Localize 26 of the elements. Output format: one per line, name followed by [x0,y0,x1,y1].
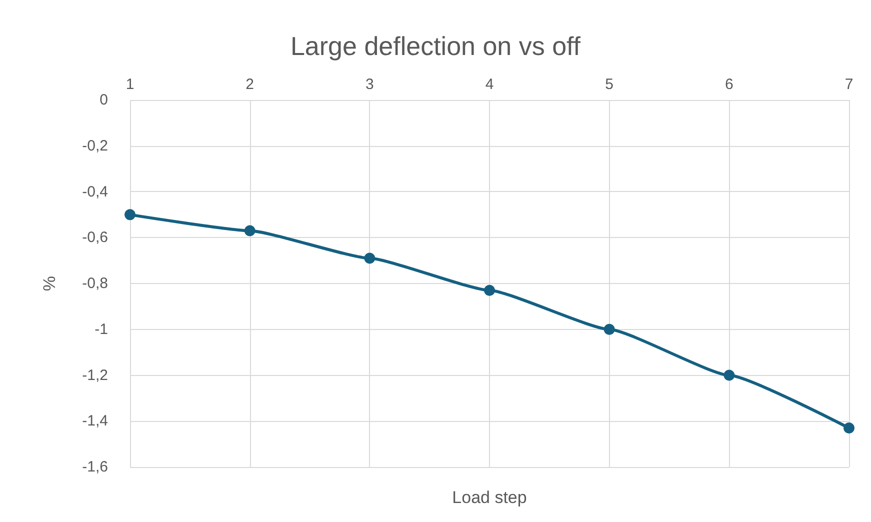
y-tick-label: -0,2 [82,137,108,154]
x-tick-label: 7 [844,76,854,93]
point [844,422,854,434]
y-tick-label: 0 [100,92,108,108]
point [244,225,256,236]
y-tick-label: -1 [94,320,108,338]
point [364,252,376,264]
point [484,284,495,296]
x-axis-title: Load step [452,488,527,507]
y-axis-title: % [40,276,59,292]
point [124,209,136,220]
point [724,370,735,381]
chart-title: Large deflection on vs off [290,31,582,61]
x-tick-label: 2 [246,76,254,93]
x-tick-label: 6 [724,76,734,93]
y-tick-label: -1,4 [82,412,108,430]
point [604,324,615,335]
x-tick-label: 1 [126,76,134,93]
x-tick-label: 3 [365,76,374,93]
x-tick-label: 4 [485,76,494,93]
y-tick-label: -0,4 [82,183,108,200]
y-tick-label: -0,8 [82,275,108,292]
y-tick-label: -0,6 [82,229,108,246]
y-tick-label: -1,6 [82,458,108,476]
y-tick-label: -1,2 [82,366,108,384]
x-tick-label: 5 [605,76,614,93]
